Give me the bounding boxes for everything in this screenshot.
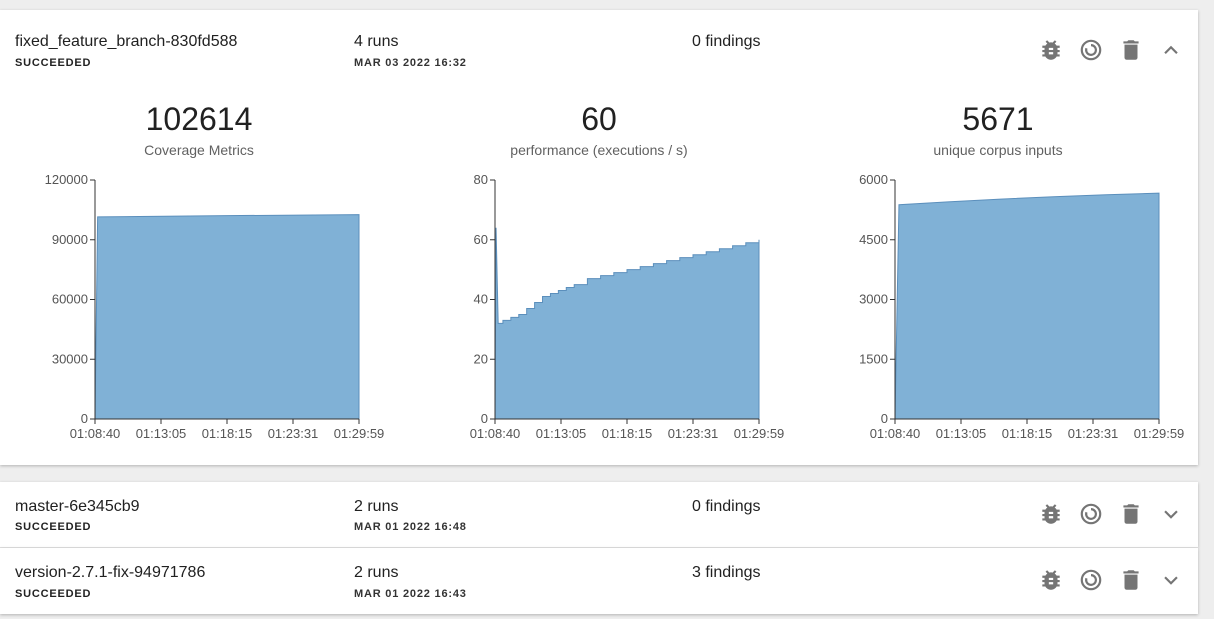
trash-icon[interactable] bbox=[1118, 501, 1144, 527]
x-tick-label: 01:13:05 bbox=[936, 426, 987, 441]
findings-count[interactable]: 3 findings bbox=[692, 564, 761, 581]
x-tick-label: 01:23:31 bbox=[668, 426, 719, 441]
status-badge: SUCCEEDED bbox=[15, 588, 92, 600]
branch-name[interactable]: version-2.7.1-fix-94971786 bbox=[15, 564, 206, 581]
trash-icon[interactable] bbox=[1118, 567, 1144, 593]
y-tick-label: 60000 bbox=[52, 292, 88, 307]
runs-count: 2 runs bbox=[354, 498, 399, 515]
branch-name[interactable]: fixed_feature_branch-830fd588 bbox=[15, 33, 238, 50]
branch-name[interactable]: master-6e345cb9 bbox=[15, 498, 140, 515]
y-tick-label: 120000 bbox=[45, 172, 88, 187]
y-tick-label: 3000 bbox=[859, 292, 888, 307]
chart-area-series bbox=[894, 192, 1160, 420]
metric-label: unique corpus inputs bbox=[933, 142, 1063, 158]
trash-icon[interactable] bbox=[1118, 37, 1144, 63]
bug-icon[interactable] bbox=[1038, 37, 1064, 63]
metric-value: 60 bbox=[581, 101, 617, 137]
x-tick-label: 01:29:59 bbox=[1134, 426, 1185, 441]
x-tick-label: 01:08:40 bbox=[870, 426, 921, 441]
metric-value: 5671 bbox=[962, 101, 1034, 137]
x-tick-label: 01:08:40 bbox=[470, 426, 521, 441]
branch-card[interactable]: master-6e345cb9 SUCCEEDED 2 runs MAR 01 … bbox=[0, 482, 1198, 547]
y-tick-label: 60 bbox=[474, 232, 488, 247]
y-tick-label: 6000 bbox=[859, 172, 888, 187]
runs-count: 4 runs bbox=[354, 33, 399, 50]
findings-count[interactable]: 0 findings bbox=[692, 33, 761, 50]
chevron-up-icon[interactable] bbox=[1158, 37, 1184, 63]
divider bbox=[0, 547, 1198, 548]
chart-area-series bbox=[94, 214, 360, 420]
y-tick-label: 0 bbox=[81, 411, 88, 426]
y-tick-label: 4500 bbox=[859, 232, 888, 247]
x-tick-label: 01:13:05 bbox=[136, 426, 187, 441]
bug-icon[interactable] bbox=[1038, 567, 1064, 593]
run-date: MAR 03 2022 16:32 bbox=[354, 57, 467, 69]
chart-area-series bbox=[494, 227, 760, 420]
y-tick-label: 0 bbox=[881, 411, 888, 426]
y-tick-label: 90000 bbox=[52, 232, 88, 247]
x-tick-label: 01:13:05 bbox=[536, 426, 587, 441]
status-badge: SUCCEEDED bbox=[15, 521, 92, 533]
y-tick-label: 0 bbox=[481, 411, 488, 426]
y-tick-label: 80 bbox=[474, 172, 488, 187]
bug-icon[interactable] bbox=[1038, 501, 1064, 527]
findings-count[interactable]: 0 findings bbox=[692, 498, 761, 515]
x-tick-label: 01:18:15 bbox=[1002, 426, 1053, 441]
x-tick-label: 01:18:15 bbox=[202, 426, 253, 441]
metric-label: performance (executions / s) bbox=[510, 142, 688, 158]
chevron-down-icon[interactable] bbox=[1158, 501, 1184, 527]
x-tick-label: 01:18:15 bbox=[602, 426, 653, 441]
y-tick-label: 40 bbox=[474, 292, 488, 307]
metric-value: 102614 bbox=[145, 101, 253, 137]
metric-label: Coverage Metrics bbox=[144, 142, 254, 158]
branch-card[interactable]: version-2.7.1-fix-94971786 SUCCEEDED 2 r… bbox=[0, 548, 1198, 614]
x-tick-label: 01:23:31 bbox=[1068, 426, 1119, 441]
loop-icon[interactable] bbox=[1078, 37, 1104, 63]
x-tick-label: 01:29:59 bbox=[734, 426, 785, 441]
run-date: MAR 01 2022 16:48 bbox=[354, 521, 467, 533]
loop-icon[interactable] bbox=[1078, 567, 1104, 593]
x-tick-label: 01:29:59 bbox=[334, 426, 385, 441]
status-badge: SUCCEEDED bbox=[15, 57, 92, 69]
branch-card-expanded: fixed_feature_branch-830fd588 SUCCEEDED … bbox=[0, 10, 1198, 465]
y-tick-label: 30000 bbox=[52, 351, 88, 366]
runs-count: 2 runs bbox=[354, 564, 399, 581]
x-tick-label: 01:08:40 bbox=[70, 426, 121, 441]
x-tick-label: 01:23:31 bbox=[268, 426, 319, 441]
chevron-down-icon[interactable] bbox=[1158, 567, 1184, 593]
y-tick-label: 20 bbox=[474, 351, 488, 366]
loop-icon[interactable] bbox=[1078, 501, 1104, 527]
y-tick-label: 1500 bbox=[859, 351, 888, 366]
run-date: MAR 01 2022 16:43 bbox=[354, 588, 467, 600]
